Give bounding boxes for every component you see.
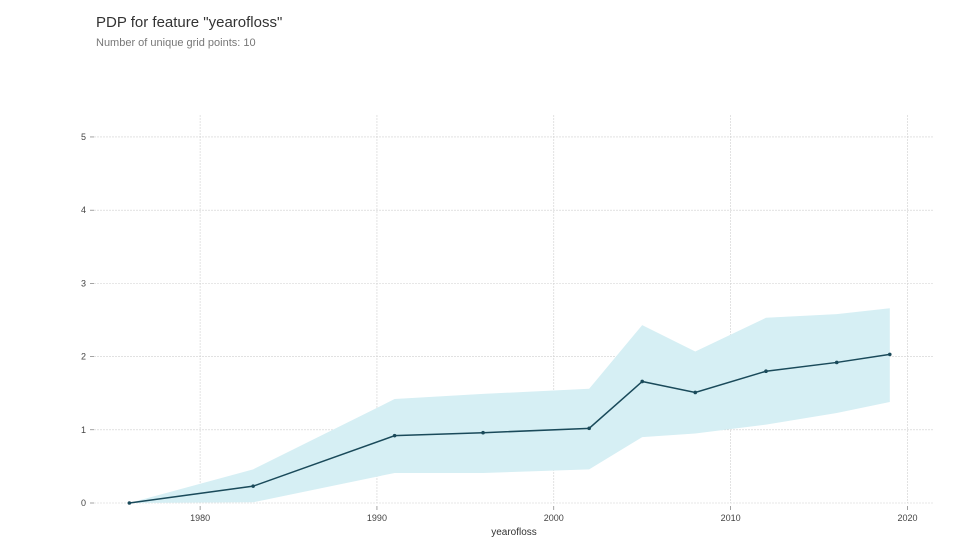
pdp-line-layer — [127, 352, 892, 505]
x-axis-label: yearofloss — [491, 527, 537, 538]
pdp-point — [887, 352, 892, 357]
y-tick-label: 1 — [81, 425, 86, 435]
confidence-band — [129, 308, 890, 503]
pdp-point — [640, 379, 645, 384]
pdp-point — [481, 430, 485, 435]
x-tick-label: 2020 — [897, 513, 917, 523]
chart-subtitle: Number of unique grid points: 10 — [96, 37, 256, 49]
x-tick-label: 1990 — [367, 513, 387, 523]
y-tick-label: 0 — [81, 498, 86, 508]
confidence-band-layer — [129, 308, 890, 503]
y-tick-label: 2 — [81, 352, 86, 362]
y-tick-label: 5 — [81, 132, 86, 142]
pdp-point — [764, 369, 768, 374]
x-tick-label: 2000 — [544, 513, 564, 523]
pdp-line — [129, 353, 890, 504]
x-tick-label: 2010 — [721, 513, 741, 523]
pdp-point — [587, 426, 591, 431]
axis-layer: 0 1 2 3 4 5 1980 1990 2000 2010 2020 — [81, 132, 918, 523]
pdp-point — [127, 501, 132, 505]
pdp-point — [392, 433, 397, 438]
y-tick-label: 4 — [81, 205, 86, 215]
y-tick-label: 3 — [81, 278, 86, 288]
pdp-point — [251, 484, 255, 488]
pdp-point — [693, 390, 698, 395]
x-tick-label: 1980 — [190, 513, 210, 523]
pdp-point — [834, 360, 839, 365]
chart-title: PDP for feature "yearofloss" — [96, 14, 283, 31]
